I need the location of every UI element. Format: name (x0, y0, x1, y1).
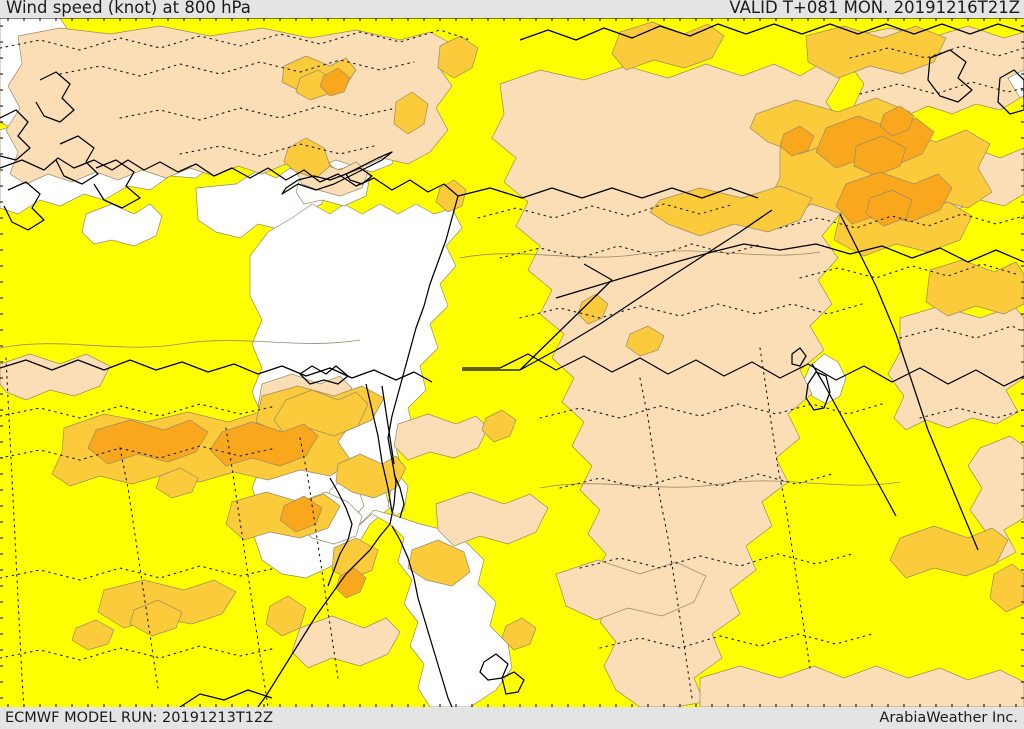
coastlines-and-borders (0, 23, 1024, 707)
forecast-map-canvas[interactable] (0, 18, 1024, 707)
wind-speed-contour-map (0, 18, 1024, 707)
fill-band-orange-group (87, 67, 953, 599)
map-header-bar: Wind speed (knot) at 800 hPa VALID T+081… (0, 0, 1024, 18)
provider-credit: ArabiaWeather Inc. (879, 710, 1018, 726)
map-footer-bar: ECMWF MODEL RUN: 20191213T12Z ArabiaWeat… (0, 707, 1024, 729)
page-title: Wind speed (knot) at 800 hPa (6, 0, 251, 17)
model-run-label: ECMWF MODEL RUN: 20191213T12Z (5, 710, 274, 726)
contour-lines (0, 250, 901, 489)
administrative-borders-dotted (0, 29, 1024, 707)
map-frame-ticks (0, 18, 1024, 707)
valid-time-label: VALID T+081 MON. 20191216T21Z (729, 0, 1020, 17)
